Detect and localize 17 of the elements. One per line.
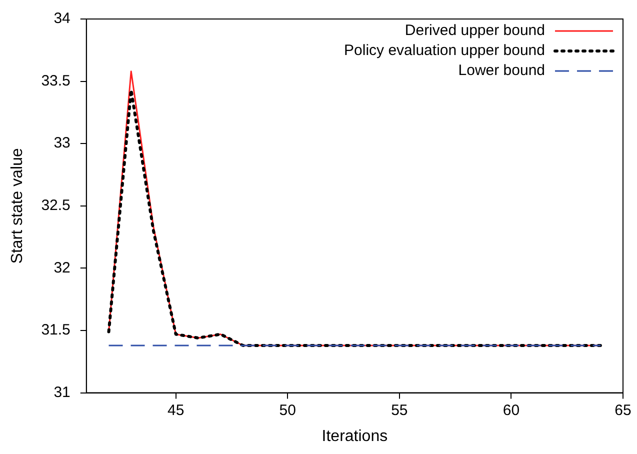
y-tick-label: 31.5 <box>41 322 70 339</box>
legend-label: Policy evaluation upper bound <box>344 42 545 60</box>
y-tick-label: 32.5 <box>41 197 70 214</box>
x-tick-label: 65 <box>614 402 632 419</box>
x-tick-label: 45 <box>167 402 184 419</box>
x-tick-label: 50 <box>279 402 296 419</box>
legend-label: Lower bound <box>458 62 545 80</box>
y-tick-label: 32 <box>54 259 70 276</box>
y-tick-label: 33.5 <box>41 72 70 90</box>
y-axis-title: Start state value <box>9 148 26 264</box>
x-axis-title: Iterations <box>322 428 388 445</box>
y-tick-label: 34 <box>54 10 70 28</box>
y-tick-label: 33 <box>54 134 70 152</box>
legend-label: Derived upper bound <box>404 22 545 40</box>
x-tick-label: 60 <box>502 402 520 419</box>
x-tick-label: 55 <box>391 402 408 419</box>
y-tick-label: 31 <box>54 384 70 401</box>
